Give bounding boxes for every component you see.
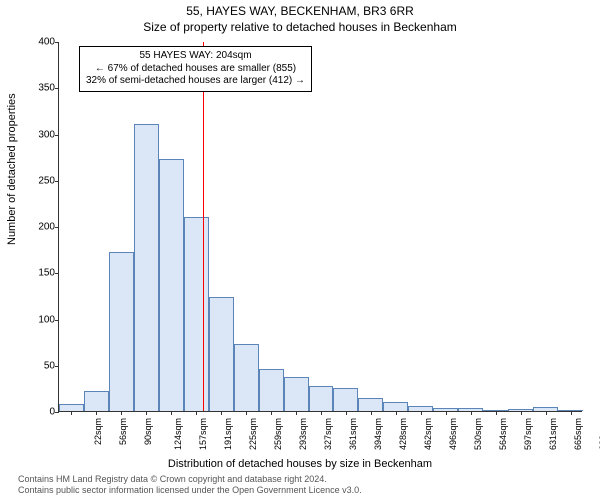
x-tick-mark xyxy=(171,411,172,415)
y-tick-label: 250 xyxy=(25,175,55,186)
x-tick-label: 327sqm xyxy=(323,418,333,450)
x-tick-mark xyxy=(346,411,347,415)
histogram-bar xyxy=(383,402,408,411)
histogram-bar xyxy=(59,404,84,411)
plot-area: 05010015020025030035040022sqm56sqm90sqm1… xyxy=(58,42,582,412)
histogram-bar xyxy=(159,159,184,411)
x-tick-label: 665sqm xyxy=(573,418,583,450)
x-tick-mark xyxy=(496,411,497,415)
y-tick-label: 100 xyxy=(25,314,55,325)
x-tick-mark xyxy=(371,411,372,415)
y-tick-label: 400 xyxy=(25,37,55,48)
x-tick-label: 124sqm xyxy=(173,418,183,450)
annotation-line2: ← 67% of detached houses are smaller (85… xyxy=(86,63,305,76)
histogram-bar xyxy=(358,398,383,411)
chart-title-desc: Size of property relative to detached ho… xyxy=(0,20,600,34)
y-tick-label: 150 xyxy=(25,268,55,279)
histogram-bar xyxy=(234,344,259,411)
x-tick-label: 259sqm xyxy=(273,418,283,450)
annotation-line1: 55 HAYES WAY: 204sqm xyxy=(86,50,305,63)
x-tick-label: 597sqm xyxy=(523,418,533,450)
y-tick-mark xyxy=(55,320,59,321)
x-tick-mark xyxy=(296,411,297,415)
x-tick-mark xyxy=(146,411,147,415)
histogram-bar xyxy=(333,388,358,411)
chart-title-address: 55, HAYES WAY, BECKENHAM, BR3 6RR xyxy=(0,4,600,18)
histogram-bar xyxy=(309,386,334,411)
credits-line1: Contains HM Land Registry data © Crown c… xyxy=(18,474,362,485)
histogram-bar xyxy=(284,377,309,411)
x-tick-mark xyxy=(271,411,272,415)
x-tick-label: 394sqm xyxy=(373,418,383,450)
histogram-bar xyxy=(259,369,284,411)
x-tick-mark xyxy=(196,411,197,415)
x-tick-mark xyxy=(421,411,422,415)
x-tick-label: 293sqm xyxy=(298,418,308,450)
histogram-bar xyxy=(134,124,159,411)
y-axis-label: Number of detached properties xyxy=(6,93,18,245)
y-tick-mark xyxy=(55,181,59,182)
x-tick-label: 530sqm xyxy=(473,418,483,450)
x-tick-label: 191sqm xyxy=(223,418,233,450)
x-tick-label: 157sqm xyxy=(198,418,208,450)
y-tick-mark xyxy=(55,42,59,43)
x-tick-mark xyxy=(221,411,222,415)
x-tick-mark xyxy=(521,411,522,415)
x-tick-label: 361sqm xyxy=(348,418,358,450)
x-tick-mark xyxy=(321,411,322,415)
x-axis-label: Distribution of detached houses by size … xyxy=(0,458,600,470)
x-tick-mark xyxy=(246,411,247,415)
annotation-box: 55 HAYES WAY: 204sqm← 67% of detached ho… xyxy=(79,46,312,92)
x-tick-label: 631sqm xyxy=(548,418,558,450)
y-tick-label: 200 xyxy=(25,222,55,233)
histogram-bar xyxy=(184,217,209,411)
y-tick-label: 350 xyxy=(25,83,55,94)
y-tick-label: 300 xyxy=(25,129,55,140)
y-tick-label: 0 xyxy=(25,407,55,418)
credits: Contains HM Land Registry data © Crown c… xyxy=(18,474,362,496)
credits-line2: Contains public sector information licen… xyxy=(18,485,362,496)
x-tick-mark xyxy=(96,411,97,415)
histogram-bar xyxy=(84,391,109,411)
histogram-bar xyxy=(209,297,234,411)
x-tick-label: 564sqm xyxy=(498,418,508,450)
x-tick-mark xyxy=(571,411,572,415)
x-tick-label: 225sqm xyxy=(248,418,258,450)
y-tick-mark xyxy=(55,88,59,89)
y-tick-mark xyxy=(55,412,59,413)
x-tick-label: 462sqm xyxy=(423,418,433,450)
y-tick-mark xyxy=(55,135,59,136)
reference-line xyxy=(203,42,204,411)
x-tick-label: 496sqm xyxy=(448,418,458,450)
x-tick-mark xyxy=(396,411,397,415)
x-tick-mark xyxy=(446,411,447,415)
x-tick-label: 90sqm xyxy=(143,418,153,445)
x-tick-mark xyxy=(121,411,122,415)
y-tick-mark xyxy=(55,227,59,228)
x-tick-label: 56sqm xyxy=(118,418,128,445)
histogram-bar xyxy=(109,252,134,411)
x-tick-mark xyxy=(546,411,547,415)
y-tick-label: 50 xyxy=(25,360,55,371)
y-tick-mark xyxy=(55,273,59,274)
x-tick-mark xyxy=(71,411,72,415)
y-tick-mark xyxy=(55,366,59,367)
x-tick-mark xyxy=(471,411,472,415)
x-tick-label: 428sqm xyxy=(398,418,408,450)
x-tick-label: 22sqm xyxy=(93,418,103,445)
annotation-line3: 32% of semi-detached houses are larger (… xyxy=(86,75,305,88)
chart-container: 55, HAYES WAY, BECKENHAM, BR3 6RR Size o… xyxy=(0,0,600,500)
